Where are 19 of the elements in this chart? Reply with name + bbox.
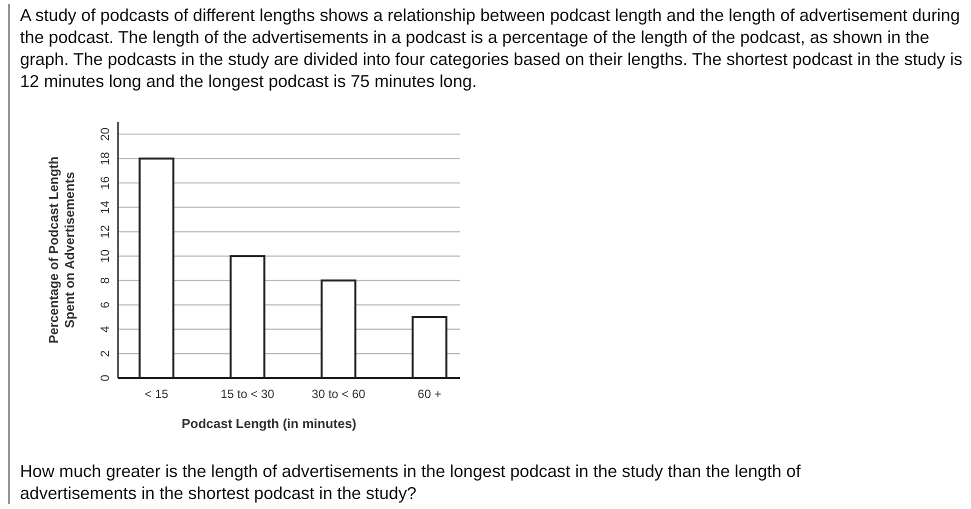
y-tick-label: 16 <box>98 176 112 190</box>
chart-title: A study of podcasts of different lengths shows a relationship between podcast length and the length of advertisement during the podcast. The length of the advertisements in a podcast is a percentage of the length of the podcast, as shown in the graph. The podcasts in the study are divided into four categories based on their lengths. The shortest podcast in the study is 12 minutes long and the longest podcast is 75 minutes long. <box>20 4 964 92</box>
y-axis-title: Percentage of Podcast Length Spent on Advertisements <box>46 156 77 344</box>
y-tick-label: 14 <box>98 200 112 214</box>
x-tick-label: 60 + <box>418 387 442 401</box>
y-tick-label: 18 <box>98 152 112 166</box>
y-tick-label: 0 <box>98 374 112 382</box>
x-tick-label: 15 to < 30 <box>220 387 275 401</box>
y-tick-label: 6 <box>98 301 112 308</box>
x-axis-title: Podcast Length (in minutes) <box>182 416 356 431</box>
y-tick-label: 2 <box>98 350 112 357</box>
y-tick-label: 12 <box>98 224 112 238</box>
x-tick-label: < 15 <box>144 387 169 401</box>
y-tick-label: 4 <box>98 326 112 333</box>
y-tick-label: 8 <box>98 276 112 284</box>
x-tick-label: 30 to < 60 <box>312 387 366 401</box>
y-tick-label: 10 <box>98 249 112 263</box>
y-tick-label: 20 <box>98 127 112 141</box>
text: How much greater is the length of advertisements in the longest podcast in the study than the length of advertisements in the shortest podcast in the study? <box>20 460 802 504</box>
